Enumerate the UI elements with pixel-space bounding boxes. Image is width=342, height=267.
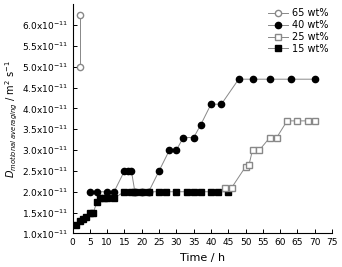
15 wt% [95, 201, 99, 204]
40 wt% [313, 78, 317, 81]
25 wt% [230, 186, 234, 189]
40 wt% [147, 190, 151, 193]
15 wt% [147, 190, 151, 193]
25 wt% [250, 148, 254, 152]
25 wt% [247, 163, 251, 166]
25 wt% [258, 148, 262, 152]
40 wt% [129, 169, 133, 172]
40 wt% [289, 78, 293, 81]
65 wt% [77, 65, 81, 68]
15 wt% [164, 190, 168, 193]
15 wt% [140, 190, 144, 193]
40 wt% [105, 190, 109, 193]
Line: 25 wt%: 25 wt% [222, 118, 318, 191]
65 wt% [77, 13, 81, 16]
25 wt% [285, 119, 289, 123]
X-axis label: Time / h: Time / h [180, 253, 225, 263]
40 wt% [250, 78, 254, 81]
Line: 15 wt%: 15 wt% [73, 189, 232, 228]
40 wt% [219, 103, 223, 106]
25 wt% [244, 165, 248, 168]
40 wt% [133, 190, 137, 193]
15 wt% [91, 211, 95, 214]
40 wt% [88, 190, 92, 193]
15 wt% [129, 190, 133, 193]
25 wt% [295, 119, 300, 123]
15 wt% [112, 197, 116, 200]
15 wt% [209, 190, 213, 193]
25 wt% [275, 136, 279, 139]
15 wt% [174, 190, 179, 193]
15 wt% [185, 190, 189, 193]
25 wt% [313, 119, 317, 123]
40 wt% [112, 190, 116, 193]
Y-axis label: $D_{motional\ averaging}$ / m$^2$ s$^{-1}$: $D_{motional\ averaging}$ / m$^2$ s$^{-1… [4, 60, 21, 178]
15 wt% [192, 190, 196, 193]
40 wt% [268, 78, 272, 81]
25 wt% [306, 119, 310, 123]
15 wt% [88, 211, 92, 214]
15 wt% [98, 197, 102, 200]
40 wt% [209, 103, 213, 106]
15 wt% [226, 190, 230, 193]
15 wt% [216, 190, 220, 193]
40 wt% [157, 169, 161, 172]
15 wt% [199, 190, 203, 193]
15 wt% [81, 217, 85, 221]
40 wt% [126, 169, 130, 172]
40 wt% [140, 190, 144, 193]
15 wt% [84, 215, 89, 218]
40 wt% [199, 123, 203, 127]
15 wt% [105, 197, 109, 200]
40 wt% [181, 136, 185, 139]
15 wt% [122, 190, 127, 193]
15 wt% [133, 190, 137, 193]
Line: 65 wt%: 65 wt% [76, 11, 83, 70]
15 wt% [74, 223, 78, 227]
40 wt% [192, 136, 196, 139]
25 wt% [223, 186, 227, 189]
40 wt% [174, 148, 179, 152]
15 wt% [157, 190, 161, 193]
40 wt% [168, 148, 172, 152]
40 wt% [122, 169, 127, 172]
40 wt% [95, 190, 99, 193]
Line: 40 wt%: 40 wt% [87, 76, 318, 195]
Legend: 65 wt%, 40 wt%, 25 wt%, 15 wt%: 65 wt%, 40 wt%, 25 wt%, 15 wt% [266, 6, 330, 56]
40 wt% [237, 78, 241, 81]
25 wt% [268, 136, 272, 139]
15 wt% [77, 219, 81, 222]
15 wt% [102, 197, 106, 200]
